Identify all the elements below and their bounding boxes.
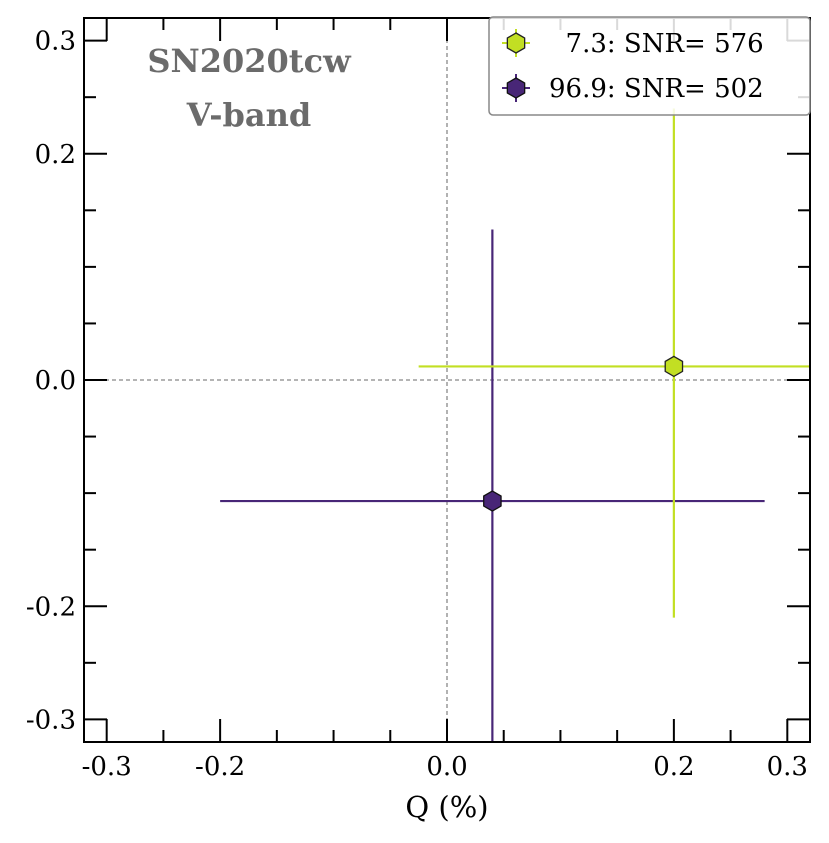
x-tick-label: -0.3 bbox=[82, 752, 132, 782]
y-tick-label: 0.0 bbox=[35, 366, 76, 396]
data-point-hexagon bbox=[664, 355, 684, 378]
y-tick-label: -0.3 bbox=[26, 705, 76, 735]
legend-marker-hexagon bbox=[506, 77, 526, 99]
legend-label: 7.3: SNR= 576 bbox=[549, 29, 764, 59]
y-tick-label: 0.3 bbox=[35, 27, 76, 57]
x-tick-label: 0.2 bbox=[653, 752, 694, 782]
y-tick-label: 0.2 bbox=[35, 140, 76, 170]
y-tick-label: -0.2 bbox=[26, 592, 76, 622]
x-tick-label: -0.2 bbox=[195, 752, 245, 782]
x-tick-label: 0.3 bbox=[767, 752, 808, 782]
x-axis-title: Q (%) bbox=[405, 790, 488, 824]
legend-box bbox=[488, 16, 811, 116]
annotation-object-name: SN2020tcw bbox=[147, 42, 352, 80]
data-point-hexagon bbox=[483, 490, 502, 512]
annotation-band: V-band bbox=[186, 96, 312, 134]
legend: 7.3: SNR= 576 96.9: SNR= 502 bbox=[488, 16, 811, 116]
legend-label: 96.9: SNR= 502 bbox=[549, 74, 764, 104]
legend-marker-hexagon bbox=[506, 32, 526, 54]
x-tick-label: 0.0 bbox=[426, 752, 467, 782]
